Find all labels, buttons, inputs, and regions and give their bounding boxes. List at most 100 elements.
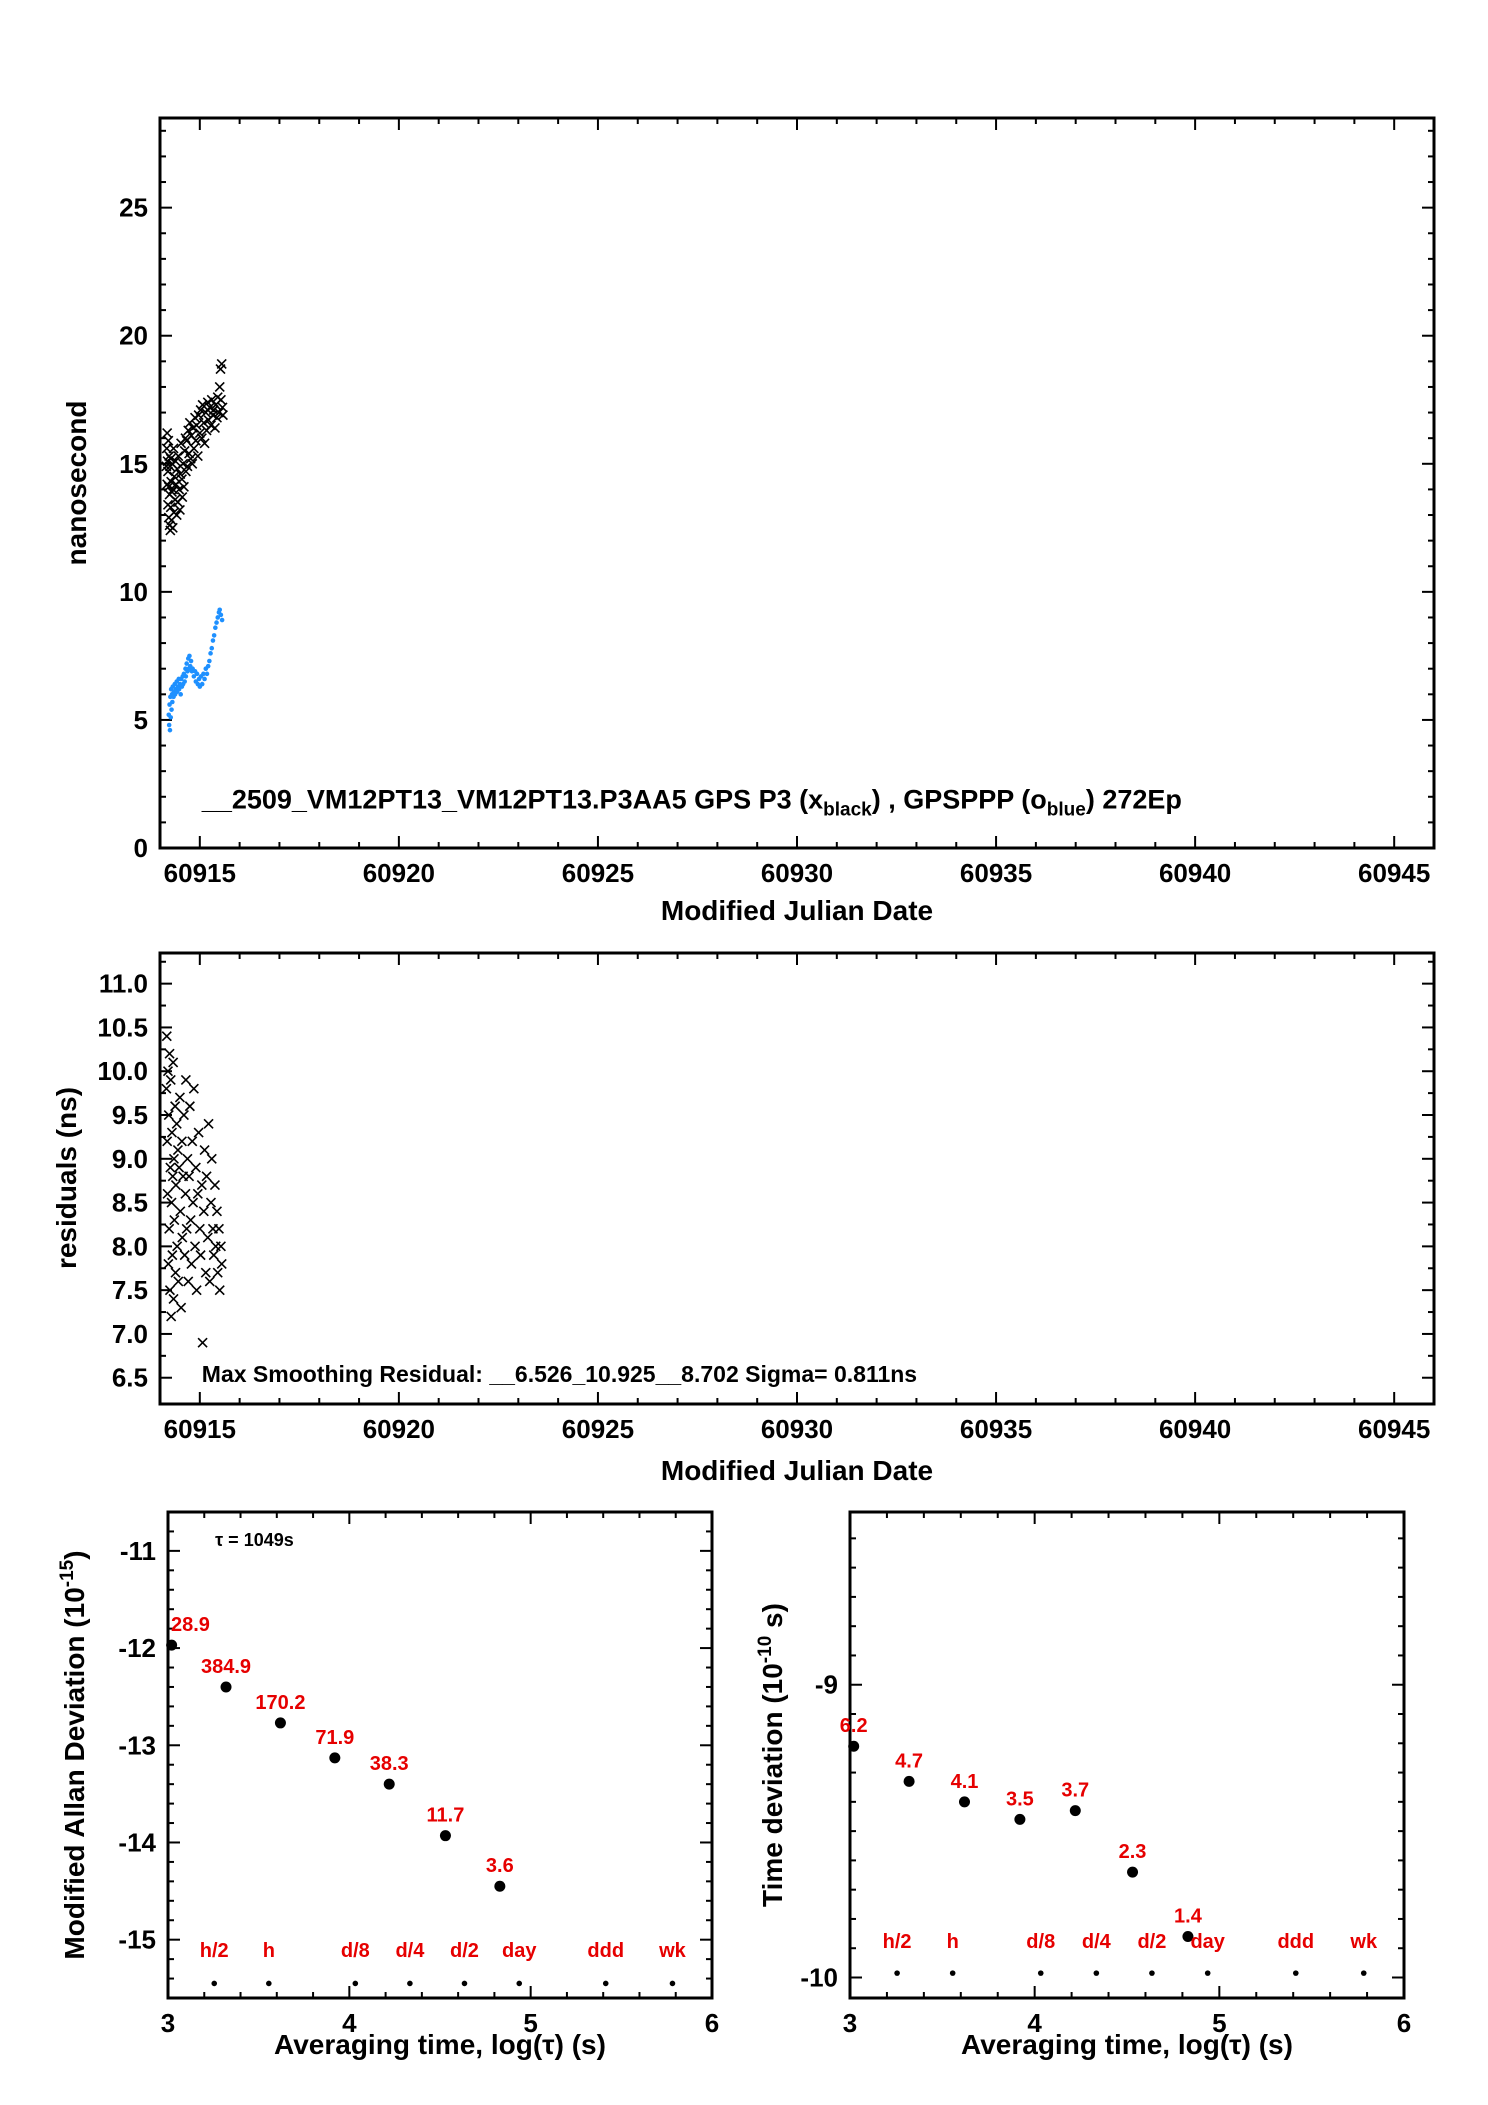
- y-tick-label: 10: [119, 577, 148, 607]
- x-tick-label: 60935: [960, 858, 1032, 888]
- plot-frame: [166, 1510, 714, 2000]
- y-tick-label: 8.5: [112, 1188, 148, 1218]
- tau-marker-dot: [669, 1980, 676, 1987]
- y-tick-label: 20: [119, 321, 148, 351]
- tau-marker-label: wk: [1349, 1931, 1378, 1953]
- tau-marker-dot: [894, 1970, 900, 1976]
- x-tick-label: 6: [705, 2008, 719, 2038]
- y-tick-label: 0: [134, 833, 148, 863]
- dataset-title: __2509_VM12PT13_VM12PT13.P3AA5 GPS P3 (x…: [201, 784, 1182, 820]
- x-tick-label: 3: [843, 2008, 857, 2038]
- x-tick-label: 60930: [761, 858, 833, 888]
- x-tick-label: 5: [523, 2008, 537, 2038]
- y-tick-label: 10.0: [97, 1056, 148, 1086]
- x-tick-label: 60940: [1159, 858, 1231, 888]
- x-tick-label: 60945: [1358, 858, 1430, 888]
- x-tick-label: 60915: [164, 858, 236, 888]
- y-tick-label: -10: [800, 1963, 838, 1993]
- tau-marker-dot: [1037, 1970, 1044, 1976]
- point-value-label: 2.3: [1119, 1841, 1147, 1863]
- tau-marker-label: h/2: [200, 1940, 229, 1962]
- tau-marker-dot: [516, 1980, 523, 1987]
- tau-marker-label: d/4: [1082, 1931, 1112, 1953]
- tau-marker-dot: [1204, 1970, 1211, 1976]
- point-value-label: 28.9: [171, 1614, 210, 1636]
- mdev-yaxis-title: Modified Allan Deviation (10-15): [57, 1550, 90, 1959]
- x-tick-label: 60935: [960, 1414, 1032, 1444]
- point-value-label: 3.6: [486, 1855, 514, 1877]
- series-gps-p3: [161, 358, 228, 536]
- tau-marker-dot: [1093, 1970, 1100, 1976]
- x-tick-label: 60945: [1358, 1414, 1430, 1444]
- x-tick-label: 60915: [164, 1414, 236, 1444]
- y-tick-label: 10.5: [97, 1012, 148, 1042]
- y-tick-label: 5: [134, 705, 148, 735]
- point-value-label: 1.4: [1174, 1906, 1203, 1928]
- y-tick-label: 7.5: [112, 1275, 148, 1305]
- point-value-label: 11.7: [427, 1805, 465, 1827]
- point-value-label: 384.9: [201, 1656, 251, 1678]
- y-tick-label: 7.0: [112, 1319, 148, 1349]
- series-tdev: 6.2 4.7 4.1 3.5 3.7 2.3 1.4: [840, 1715, 1203, 1943]
- tau-marker-label: h: [947, 1931, 959, 1953]
- series-residuals: [161, 1031, 227, 1348]
- point-value-label: 4.1: [951, 1771, 979, 1793]
- plot-frame: [848, 1510, 1406, 2000]
- x-tick-label: 4: [342, 2008, 357, 2038]
- plot-frame: [158, 951, 1436, 1406]
- x-tick-label: 60920: [363, 1414, 435, 1444]
- tdev-yaxis-title: Time deviation (10-10 s): [755, 1603, 788, 1907]
- residuals-xaxis-title: Modified Julian Date: [661, 1455, 933, 1486]
- tau-marker-dot: [407, 1980, 413, 1987]
- y-tick-label: -12: [118, 1633, 156, 1663]
- y-tick-label: 11.0: [99, 969, 148, 999]
- point-value-label: 6.2: [840, 1715, 868, 1737]
- tau-marker-label: day: [502, 1940, 537, 1962]
- tau-marker-dot: [1149, 1970, 1155, 1976]
- y-tick-label: -13: [118, 1730, 156, 1760]
- tau-marker-label: d/4: [395, 1940, 425, 1962]
- residuals-yaxis-title: residuals (ns): [51, 1087, 82, 1269]
- mdev-xaxis-title: Averaging time, log(τ) (s): [274, 2029, 606, 2060]
- tau-marker-label: ddd: [587, 1940, 624, 1962]
- tau-marker-label: d/8: [341, 1940, 370, 1962]
- y-tick-label: 8.0: [112, 1231, 148, 1261]
- tau-marker-label: d/2: [1137, 1931, 1166, 1953]
- x-tick-label: 4: [1027, 2008, 1042, 2038]
- tau-marker-label: d/8: [1026, 1931, 1055, 1953]
- tau-marker-label: h: [263, 1940, 275, 1962]
- point-value-label: 71.9: [315, 1727, 354, 1749]
- tau-marker-dot: [602, 1980, 609, 1987]
- tau-marker-dot: [1360, 1970, 1367, 1976]
- point-value-label: 4.7: [895, 1750, 923, 1772]
- y-tick-label: 9.0: [112, 1144, 148, 1174]
- top-yaxis-title: nanosecond: [61, 401, 92, 566]
- top-xaxis-title: Modified Julian Date: [661, 895, 933, 926]
- series-gpsppp: [166, 607, 225, 733]
- point-value-label: 3.5: [1006, 1788, 1034, 1810]
- y-tick-label: 9.5: [112, 1100, 148, 1130]
- x-tick-label: 60925: [562, 1414, 634, 1444]
- tau-marker-dot: [461, 1980, 468, 1987]
- x-tick-label: 60925: [562, 858, 634, 888]
- residuals-chart: 60915 60920 60925 60930 60935 60940 60945 6.5 7.…: [97, 951, 1436, 1444]
- plot-frame: [158, 116, 1436, 850]
- tdev-xaxis-title: Averaging time, log(τ) (s): [961, 2029, 1293, 2060]
- y-tick-label: 25: [119, 193, 148, 223]
- x-tick-label: 60940: [1159, 1414, 1231, 1444]
- residual-stats: Max Smoothing Residual: __6.526_10.925__…: [202, 1361, 917, 1387]
- point-value-label: 3.7: [1061, 1780, 1089, 1802]
- x-tick-label: 5: [1212, 2008, 1226, 2038]
- x-tick-label: 60920: [363, 858, 435, 888]
- tau-marker-label: ddd: [1277, 1931, 1314, 1953]
- tau-marker-label: day: [1190, 1931, 1225, 1953]
- y-tick-label: -9: [815, 1670, 838, 1700]
- y-tick-label: 6.5: [112, 1363, 148, 1393]
- top-chart: 60915 60920 60925 60930 60935 60940 60945 0 5 10 1…: [119, 116, 1436, 888]
- tau-marker-dot: [352, 1980, 359, 1987]
- tau-marker-dot: [266, 1980, 272, 1987]
- tau-marker-label: h/2: [883, 1931, 912, 1953]
